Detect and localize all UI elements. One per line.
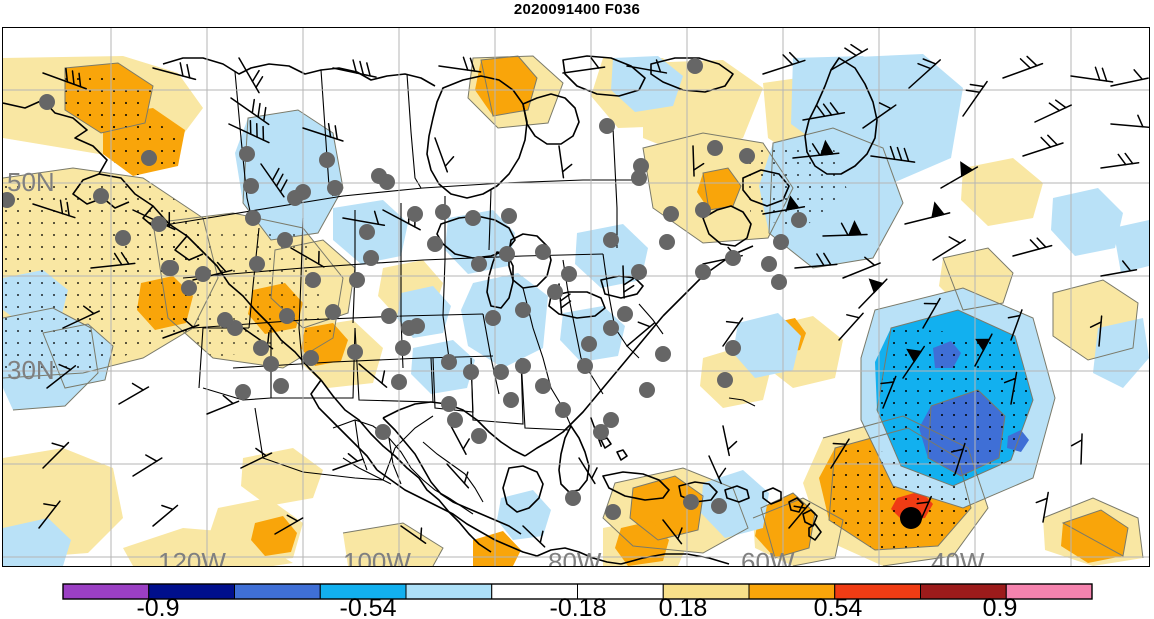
- colorbar-label-4: 0.54: [814, 594, 863, 619]
- page-title: 2020091400 F036: [513, 1, 641, 18]
- lon-label-60w: 60W: [741, 547, 795, 566]
- colorbar-label-0: -0.9: [136, 594, 179, 619]
- coastline-layer: [3, 55, 878, 565]
- wind-barbs-layer: [32, 43, 1149, 548]
- lat-label-30n: 30N: [7, 355, 55, 385]
- lon-label-40w: 40W: [931, 547, 985, 566]
- colorbar[interactable]: -0.9 -0.54 -0.18 0.18 0.54 0.9: [0, 578, 1154, 619]
- highlight-marker[interactable]: [900, 507, 922, 529]
- colorbar-svg[interactable]: -0.9 -0.54 -0.18 0.18 0.54 0.9: [0, 578, 1154, 619]
- colorbar-label-3: 0.18: [659, 594, 708, 619]
- colorbar-swatches[interactable]: [62, 583, 1093, 600]
- significance-stippling: [3, 68, 1033, 550]
- colorbar-label-5: 0.9: [983, 594, 1018, 619]
- colorbar-label-2: -0.18: [550, 594, 607, 619]
- colorbar-swatch-pink: [1005, 583, 1093, 600]
- contour-lines: [3, 55, 1144, 566]
- colorbar-swatch-light-blue: [405, 583, 493, 600]
- lon-label-120w: 120W: [158, 547, 226, 566]
- colorbar-label-1: -0.54: [340, 594, 397, 619]
- map-panel[interactable]: 50N 30N 120W 100W 80W 60W 40W: [2, 27, 1150, 567]
- lat-label-50n: 50N: [7, 167, 55, 197]
- station-markers[interactable]: [3, 58, 807, 520]
- anomaly-map[interactable]: 50N 30N 120W 100W 80W 60W 40W: [3, 28, 1149, 566]
- colorbar-swatch-medium-blue: [234, 583, 321, 600]
- colorbar-tick-labels: -0.9 -0.54 -0.18 0.18 0.54 0.9: [136, 594, 1017, 619]
- graticule-labels: 50N 30N 120W 100W 80W 60W 40W: [7, 167, 985, 566]
- lon-label-100w: 100W: [343, 547, 411, 566]
- colorbar-outline: [62, 583, 1093, 600]
- lon-label-80w: 80W: [548, 547, 602, 566]
